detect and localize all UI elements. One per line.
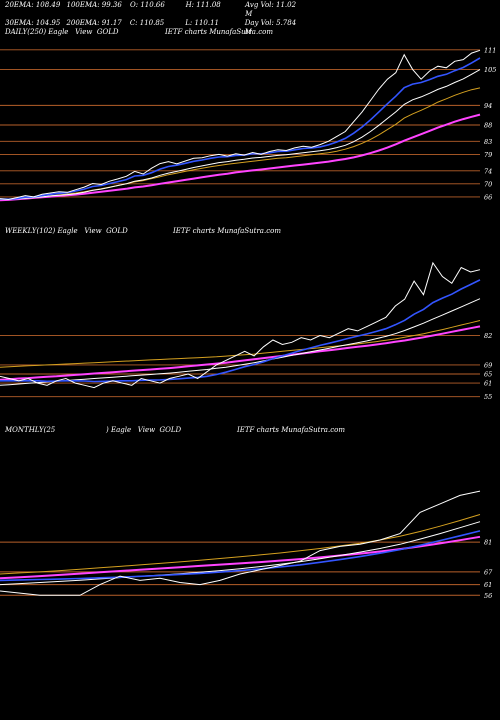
ema20-value: 20EMA: 108.49 <box>5 1 61 9</box>
monthly-chart: 81 67 61 56 <box>0 490 493 600</box>
level-label: 65 <box>484 371 492 379</box>
daily-chart: 111 105 94 88 83 79 74 70 66 <box>0 46 496 202</box>
ema200-value: 200EMA: 91.17 <box>66 19 122 27</box>
series-line <box>0 279 481 383</box>
level-label: 83 <box>484 138 492 146</box>
series-line <box>0 521 481 586</box>
monthly-watermark: IETF charts MunafaSutra.com <box>237 426 345 434</box>
level-label: 56 <box>484 592 492 600</box>
high-value: H: 111.08 <box>185 1 221 9</box>
level-label: 94 <box>484 102 492 110</box>
level-label: 105 <box>484 66 496 74</box>
monthly-title: MONTHLY(25 <box>5 426 56 434</box>
series-line <box>0 325 481 381</box>
level-label: 61 <box>484 380 492 388</box>
series-line <box>0 298 481 386</box>
series-line <box>0 530 481 582</box>
level-label: 111 <box>484 46 496 54</box>
level-label: 82 <box>484 332 492 340</box>
level-label: 79 <box>484 151 492 159</box>
level-label: 55 <box>484 393 492 401</box>
series-line <box>0 113 481 202</box>
dayvol-value: Day Vol: 5.784 M <box>244 19 297 36</box>
level-label: 74 <box>484 167 492 175</box>
level-label: 67 <box>484 568 493 576</box>
close-value: C: 110.85 <box>129 19 165 27</box>
level-label: 69 <box>484 361 492 369</box>
level-label: 81 <box>484 539 492 547</box>
open-value: O: 110.66 <box>130 1 165 9</box>
series-line <box>0 514 481 575</box>
level-label: 66 <box>484 193 492 201</box>
daily-title: DAILY(250) Eagle View GOLD <box>5 28 119 36</box>
series-line <box>0 87 481 200</box>
level-label: 88 <box>484 122 492 130</box>
level-label: 61 <box>484 581 492 589</box>
series-line <box>0 49 481 201</box>
weekly-title: WEEKLY(102) Eagle View GOLD <box>5 227 128 235</box>
weekly-watermark: IETF charts MunafaSutra.com <box>173 227 281 235</box>
avgvol-value: Avg Vol: 11.02 M <box>245 1 297 18</box>
series-line <box>0 490 481 596</box>
ema100-value: 100EMA: 99.36 <box>66 1 122 9</box>
series-line <box>0 69 481 200</box>
stats-header: 20EMA: 108.49 100EMA: 99.36 O: 110.66 H:… <box>5 1 305 37</box>
ema30-value: 30EMA: 104.95 <box>5 19 61 27</box>
series-line <box>0 320 481 368</box>
low-value: L: 110.11 <box>185 19 220 27</box>
series-line <box>0 57 481 201</box>
monthly-title-suffix: ) Eagle View GOLD <box>106 426 182 434</box>
daily-watermark: IETF charts MunafaSutra.com <box>165 28 273 36</box>
level-label: 70 <box>484 180 492 188</box>
series-line <box>0 261 481 389</box>
